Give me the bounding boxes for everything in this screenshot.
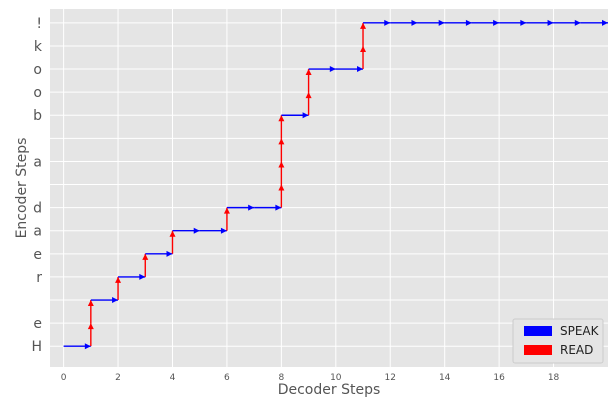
speak-arrow xyxy=(329,66,336,73)
y-tick-label-13: k xyxy=(34,39,43,55)
x-tick-label-3: 6 xyxy=(224,373,230,383)
speak-arrow xyxy=(139,273,146,280)
speak-arrow xyxy=(602,19,608,26)
read-arrow xyxy=(278,161,285,168)
x-tick-label-8: 16 xyxy=(493,373,505,383)
y-tick-label-14: ! xyxy=(36,16,42,32)
y-tick-label-3: r xyxy=(36,270,42,286)
x-tick-label-0: 0 xyxy=(61,373,67,383)
y-tick-label-0: H xyxy=(31,339,42,355)
legend-read-label: READ xyxy=(560,343,593,357)
speak-arrow xyxy=(220,227,227,234)
speak-arrow xyxy=(411,19,418,26)
speak-arrow xyxy=(465,19,472,26)
speak-arrow xyxy=(84,343,91,350)
legend: SPEAK READ xyxy=(512,318,604,364)
speak-arrow xyxy=(275,204,282,211)
speak-arrow xyxy=(357,66,364,73)
read-arrow xyxy=(305,69,312,76)
y-tick-label-1: e xyxy=(33,316,42,332)
speak-arrow xyxy=(574,19,581,26)
speak-arrow xyxy=(112,297,119,304)
read-arrow xyxy=(142,253,149,260)
x-tick-label-2: 4 xyxy=(170,373,176,383)
read-arrow xyxy=(87,300,94,307)
speak-arrow xyxy=(248,204,255,211)
speak-arrow xyxy=(166,250,173,257)
read-arrow xyxy=(360,45,367,52)
legend-speak-label: SPEAK xyxy=(560,324,600,338)
speak-arrow xyxy=(493,19,500,26)
speak-arrow xyxy=(384,19,391,26)
x-tick-labels: 0 2 4 6 8 10 12 14 16 18 xyxy=(61,373,560,383)
read-arrow xyxy=(305,92,312,99)
read-arrow xyxy=(223,207,230,214)
x-tick-label-1: 2 xyxy=(115,373,121,383)
y-tick-label-11: o xyxy=(33,85,42,101)
legend-speak-swatch xyxy=(524,326,552,336)
speak-arrow xyxy=(302,112,309,119)
x-axis-title: Decoder Steps xyxy=(278,382,381,398)
x-tick-label-9: 18 xyxy=(548,373,560,383)
plot-background xyxy=(50,9,608,367)
y-tick-label-5: a xyxy=(33,224,42,240)
x-tick-label-4: 8 xyxy=(278,373,284,383)
read-arrow xyxy=(115,276,122,283)
read-arrow xyxy=(278,184,285,191)
y-tick-label-6: d xyxy=(33,201,42,217)
x-tick-label-5: 10 xyxy=(330,373,342,383)
y-tick-label-12: o xyxy=(33,62,42,78)
y-tick-label-10: b xyxy=(33,108,42,124)
read-arrow xyxy=(169,230,176,237)
x-tick-label-7: 14 xyxy=(439,373,451,383)
y-axis-title: Encoder Steps xyxy=(14,138,30,239)
read-arrow xyxy=(278,115,285,122)
speak-arrow xyxy=(193,227,200,234)
legend-read-swatch xyxy=(524,345,552,355)
speak-arrow xyxy=(438,19,445,26)
speak-arrow xyxy=(547,19,554,26)
y-tick-label-4: e xyxy=(33,247,42,263)
x-tick-label-6: 12 xyxy=(385,373,396,383)
read-arrow xyxy=(360,22,367,29)
read-arrow xyxy=(278,138,285,145)
arrow-markers xyxy=(84,19,608,350)
read-arrow xyxy=(87,323,94,330)
y-tick-label-8: a xyxy=(33,154,42,170)
speak-arrow xyxy=(520,19,527,26)
